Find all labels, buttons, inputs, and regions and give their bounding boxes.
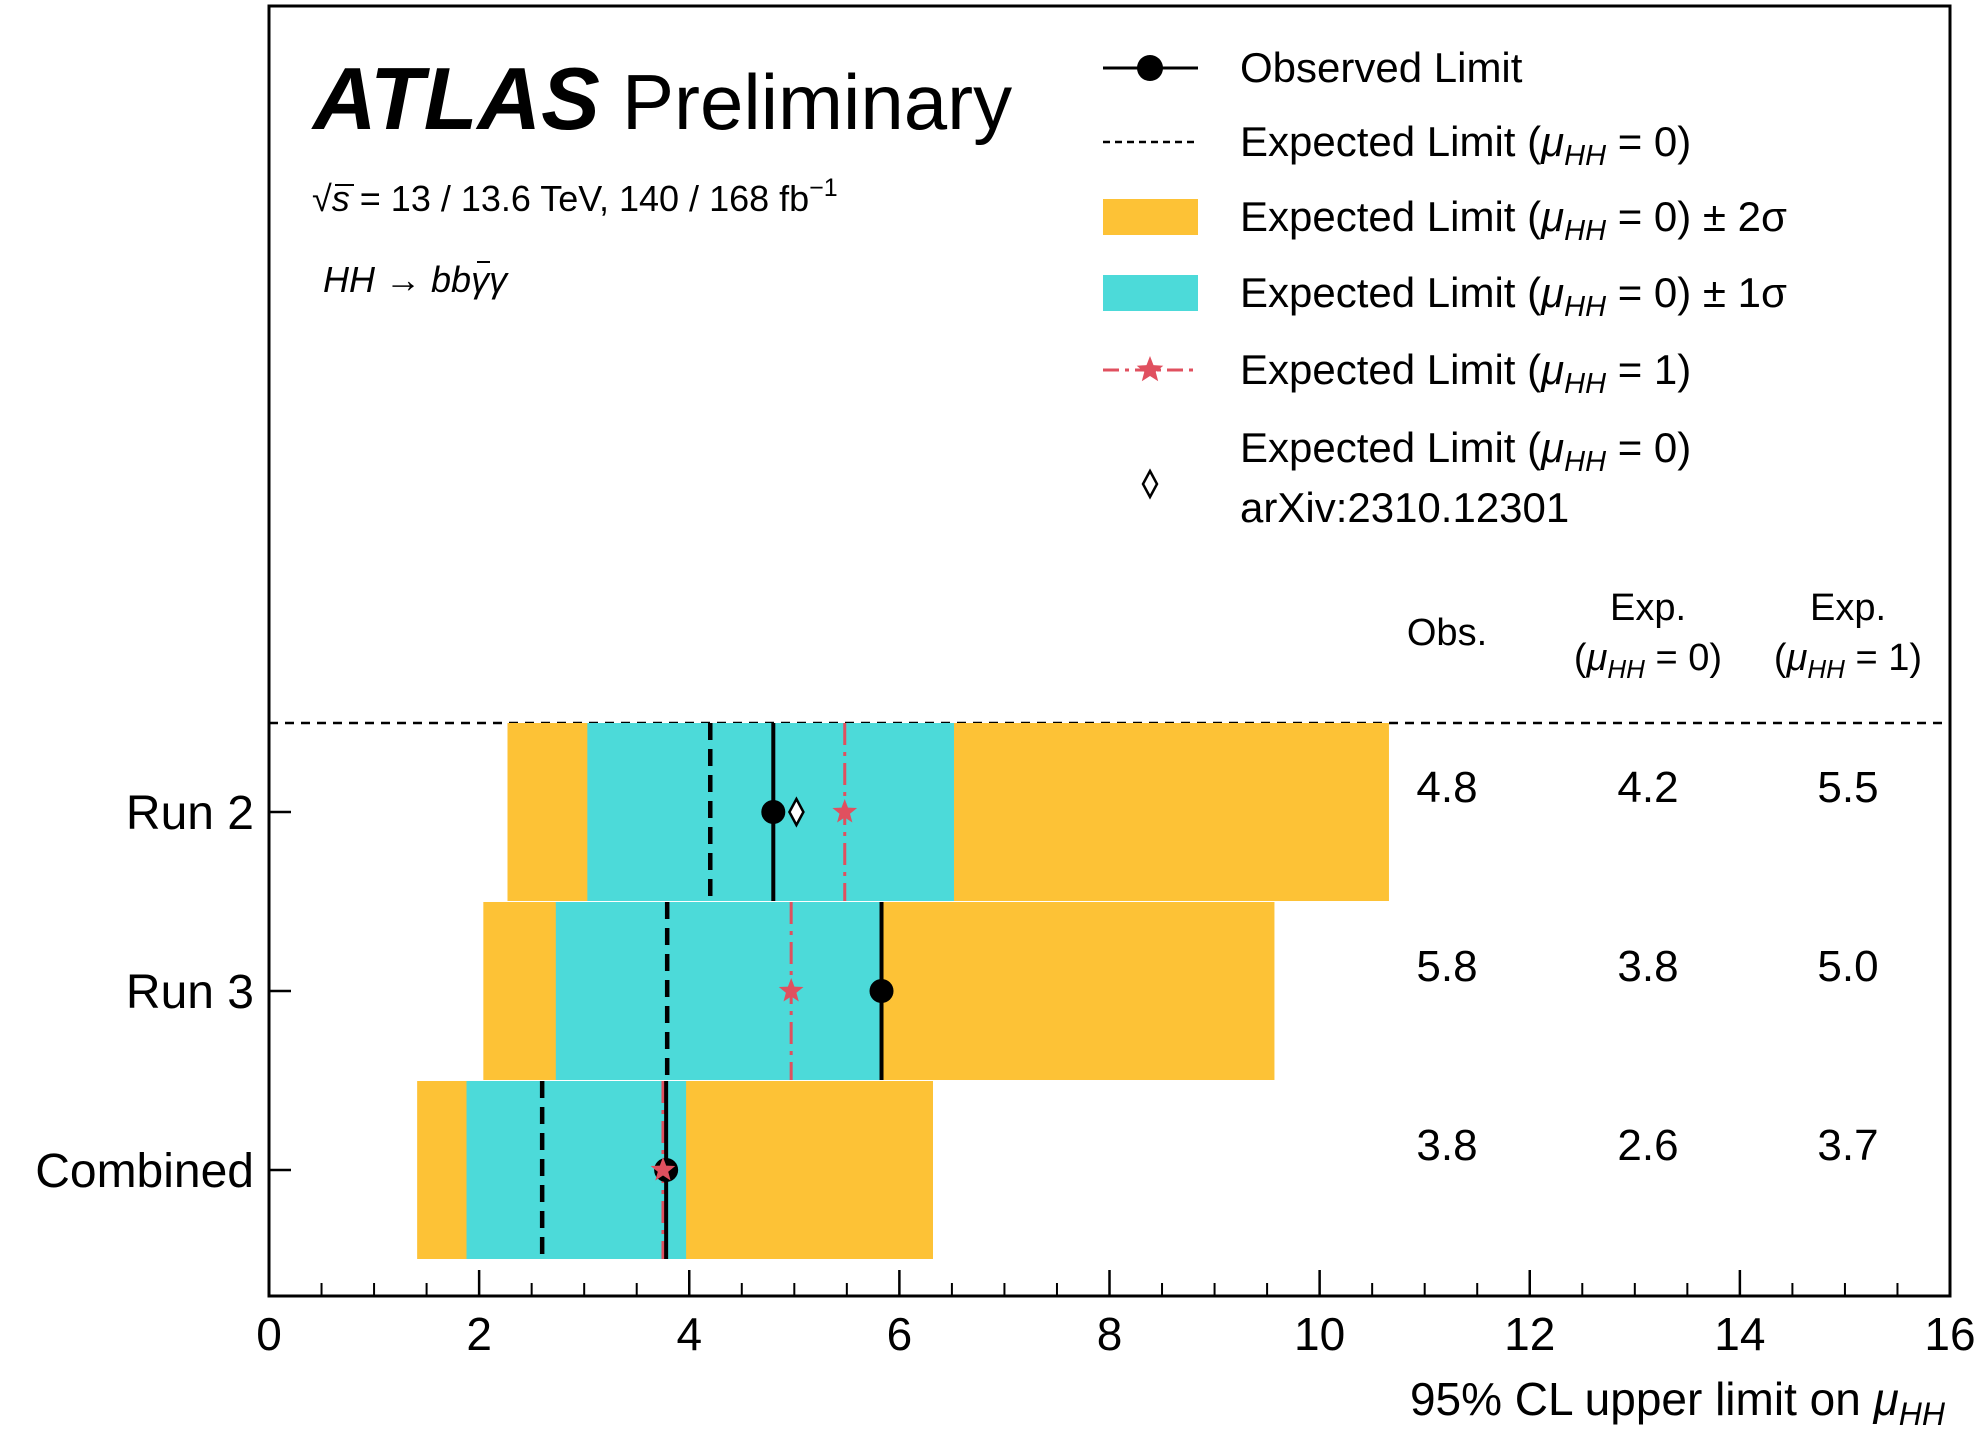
expected-mu1-star-1 — [778, 978, 804, 1002]
x-axis-label: 95% CL upper limit on μHH — [1410, 1373, 1946, 1432]
observed-point-1 — [869, 979, 894, 1003]
y-label-0: Run 2 — [126, 787, 254, 840]
table-header-2-line1: Exp. — [1810, 587, 1886, 629]
svg-text:√s = 13 / 13.6 TeV, 140 / 168: √s = 13 / 13.6 TeV, 140 / 168 fb−1 — [312, 174, 838, 219]
table-cell-2-0: 3.8 — [1416, 1121, 1477, 1170]
svg-text:HH → bbγγ: HH → bbγγ — [323, 259, 509, 300]
limit-markers — [650, 796, 894, 1182]
legend-label-2: Expected Limit (μHH = 0) ± 2σ — [1240, 193, 1787, 247]
process-label: HH → bbγγ — [323, 259, 509, 300]
x-tick-label-1: 2 — [466, 1308, 492, 1360]
limit-table: Obs. Exp. (μHH = 0) Exp. (μHH = 1) 4.8 4.2 5.5 5… — [1407, 587, 1922, 1170]
legend-label-1: Expected Limit (μHH = 0) — [1240, 118, 1691, 172]
y-label-1: Run 3 — [126, 966, 254, 1019]
table-cell-0-2: 5.5 — [1817, 763, 1878, 812]
x-tick-label-6: 12 — [1504, 1308, 1555, 1360]
x-tick-label-3: 6 — [887, 1308, 913, 1360]
legend-band-1sigma — [1103, 275, 1198, 311]
x-tick-label-5: 10 — [1294, 1308, 1345, 1360]
legend-label-3: Expected Limit (μHH = 0) ± 1σ — [1240, 269, 1787, 323]
y-label-2: Combined — [35, 1145, 254, 1198]
table-header-1-line2: (μHH = 0) — [1574, 637, 1722, 684]
legend-previous-expected-diamond — [1141, 468, 1159, 500]
band-1sigma-2 — [466, 1081, 687, 1259]
legend-label-5: Expected Limit (μHH = 0) — [1240, 424, 1691, 478]
x-tick-label-7: 14 — [1714, 1308, 1765, 1360]
table-cell-1-1: 3.8 — [1617, 942, 1678, 991]
expected-mu1-star-2 — [650, 1157, 676, 1181]
table-cell-1-0: 5.8 — [1416, 942, 1477, 991]
table-header-1-line1: Exp. — [1610, 587, 1686, 629]
table-cell-1-2: 5.0 — [1817, 942, 1878, 991]
legend-observed-marker — [1137, 55, 1163, 81]
table-cell-2-2: 3.7 — [1817, 1121, 1878, 1170]
legend-expected-mu1-star — [1136, 356, 1164, 382]
atlas-label: ATLAS — [311, 49, 600, 148]
expected-mu1-star-0 — [832, 799, 858, 823]
legend: Observed Limit Expected Limit (μHH = 0) Ex… — [1103, 44, 1787, 531]
x-tick-label-4: 8 — [1097, 1308, 1123, 1360]
observed-point-0 — [761, 800, 786, 824]
table-header-2-line2: (μHH = 1) — [1774, 637, 1922, 684]
table-cell-0-0: 4.8 — [1416, 763, 1477, 812]
energy-label: √s = 13 / 13.6 TeV, 140 / 168 fb−1 — [312, 174, 838, 219]
band-1sigma-1 — [555, 902, 883, 1080]
legend-label-0: Observed Limit — [1240, 44, 1523, 91]
x-tick-label-8: 16 — [1924, 1308, 1975, 1360]
x-tick-label-0: 0 — [256, 1308, 282, 1360]
legend-label-4: Expected Limit (μHH = 1) — [1240, 346, 1691, 400]
previous-expected-diamond-0 — [787, 796, 805, 828]
preliminary-label: Preliminary — [622, 58, 1012, 146]
table-header-0: Obs. — [1407, 612, 1487, 654]
table-cell-2-1: 2.6 — [1617, 1121, 1678, 1170]
table-cell-0-1: 4.2 — [1617, 763, 1678, 812]
x-tick-label-2: 4 — [676, 1308, 702, 1360]
legend-band-2sigma — [1103, 199, 1198, 235]
legend-label-5-line2: arXiv:2310.12301 — [1240, 484, 1569, 531]
axes: Run 2 Run 3 Combined 0 2 4 6 8 10 12 14 16 — [35, 787, 1975, 1360]
